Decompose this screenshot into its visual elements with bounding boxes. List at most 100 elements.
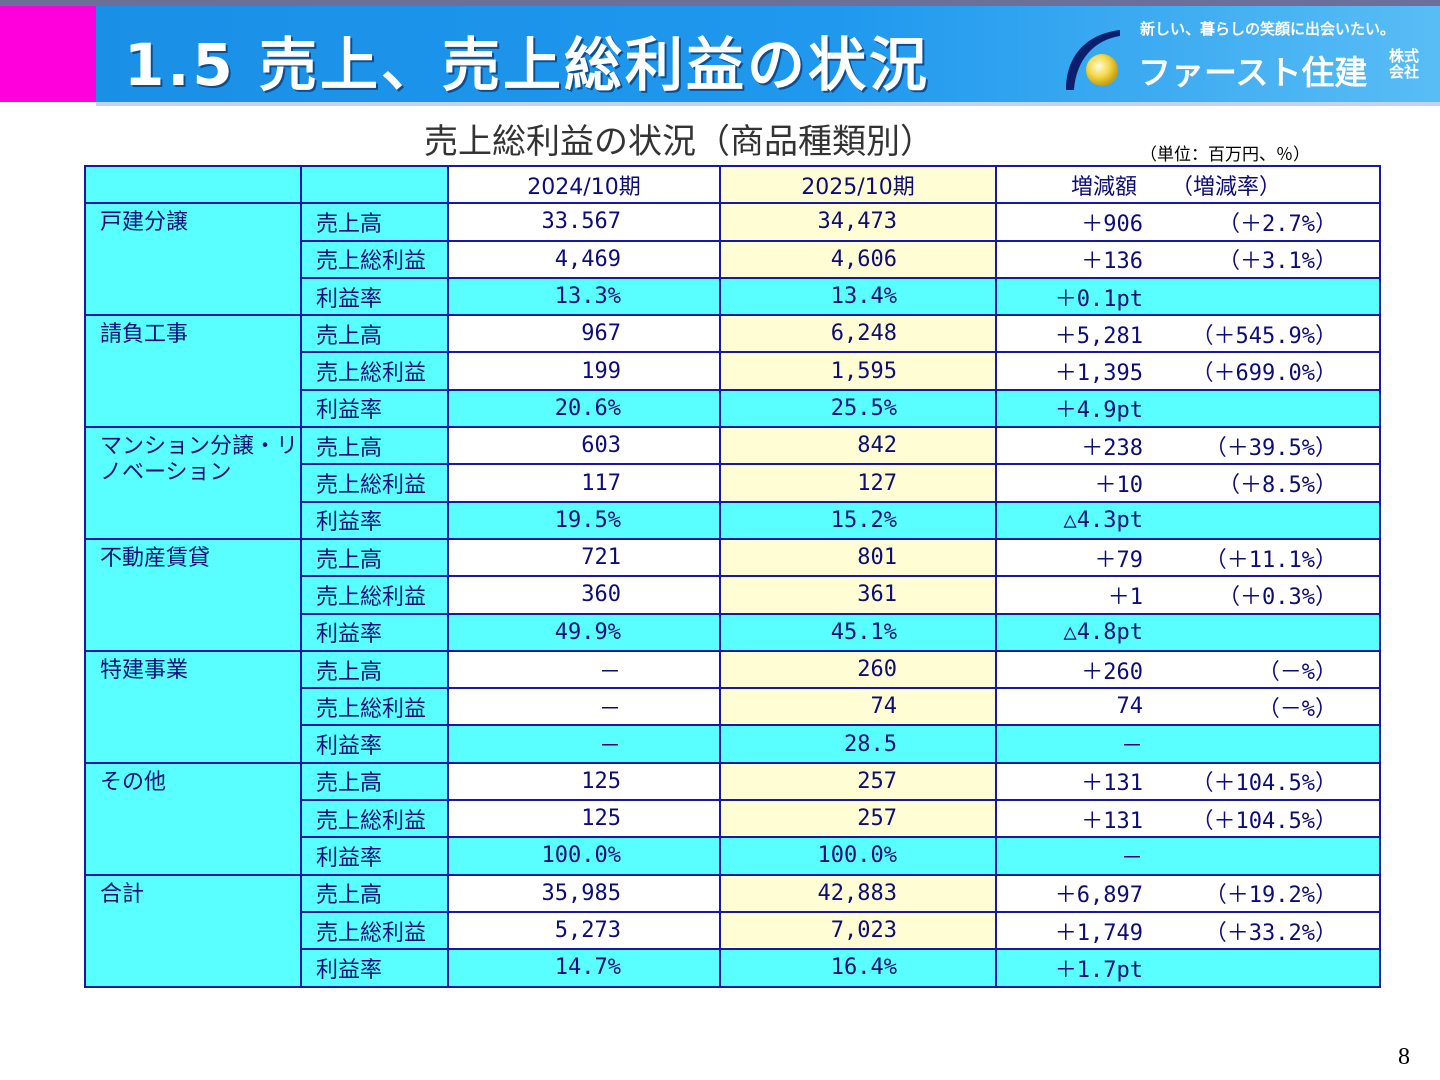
change-cell: ＋4.9pt	[995, 388, 1381, 429]
prev-period-value: －	[598, 659, 621, 685]
prev-period-value: 117	[581, 470, 621, 496]
company-logo: 新しい、暮らしの笑顔に出会いたい。 ファースト住建 株式 会社	[1062, 14, 1432, 96]
curr-period-value: 74	[870, 694, 898, 720]
curr-period-value-cell: 257	[719, 761, 997, 802]
prev-period-value-cell: 721	[447, 537, 721, 578]
curr-period-value-cell: 28.5	[719, 724, 997, 764]
change-cell: △4.3pt	[995, 500, 1381, 540]
table-row: 売上総利益 125 257 ＋131 （＋104.5%）	[85, 799, 1381, 839]
change-cell: ＋260 （－%）	[995, 649, 1381, 690]
prev-period-value-cell: －	[447, 649, 721, 690]
prev-period-value: 967	[581, 321, 621, 347]
change-cell: ＋131 （＋104.5%）	[995, 761, 1381, 802]
table-row: 売上総利益 5,273 7,023 ＋1,749 （＋33.2%）	[85, 910, 1381, 951]
change-rate: （＋19.2%）	[1204, 883, 1337, 909]
table-title: 売上総利益の状況（商品種類別）	[424, 122, 934, 162]
curr-period-value: 6,248	[830, 321, 897, 347]
change-wrap: －	[998, 728, 1378, 760]
curr-period-value-cell: 16.4%	[719, 948, 997, 988]
curr-period-value-cell: 6,248	[719, 314, 997, 354]
change-rate: （＋39.5%）	[1204, 435, 1337, 461]
curr-period-value-cell: 4,606	[719, 239, 997, 279]
curr-period-value-cell: 842	[719, 426, 997, 466]
curr-period-value: 842	[857, 433, 897, 459]
prev-period-value-cell: －	[447, 724, 721, 764]
curr-period-value: 42,883	[817, 880, 897, 906]
curr-period-value: 13.4%	[830, 284, 897, 310]
prev-period-value-cell: 117	[447, 463, 721, 503]
change-wrap: ＋1,749 （＋33.2%）	[998, 915, 1378, 947]
curr-period-value: 34,473	[817, 209, 897, 235]
prev-period-value-cell: 33.567	[447, 202, 721, 242]
table-row: 利益率 49.9% 45.1% △4.8pt	[85, 612, 1381, 652]
change-wrap: ＋5,281 （＋545.9%）	[998, 318, 1378, 350]
curr-period-value: 45.1%	[830, 619, 897, 645]
change-amount: ＋1.7pt	[1054, 957, 1143, 983]
logo-corp-line1: 株式	[1389, 47, 1420, 65]
curr-period-value-cell: 74	[719, 687, 997, 727]
curr-period-value: 257	[857, 806, 897, 832]
item-label: 利益率	[300, 388, 449, 429]
logo-corp-line2: 会社	[1389, 63, 1420, 81]
category-cell: 戸建分譲	[84, 202, 302, 317]
header-change-amount: 増減額	[1071, 174, 1138, 200]
change-amount: ＋1,395	[1054, 361, 1143, 387]
curr-period-value-cell: 45.1%	[719, 612, 997, 652]
table-row: 利益率 100.0% 100.0% －	[85, 836, 1381, 876]
prev-period-value: 100.0%	[541, 843, 621, 869]
change-amount: ＋10	[1094, 473, 1144, 499]
category-cell: 不動産賃貸	[84, 537, 302, 652]
prev-period-value: 19.5%	[554, 507, 621, 533]
table-row: 売上総利益 － 74 74 （－%）	[85, 687, 1381, 727]
change-wrap: ＋238 （＋39.5%）	[998, 430, 1378, 462]
change-cell: ＋238 （＋39.5%）	[995, 426, 1381, 466]
prev-period-value: －	[598, 696, 621, 722]
change-amount: －	[1120, 734, 1143, 760]
table-row: 売上総利益 117 127 ＋10 （＋8.5%）	[85, 463, 1381, 503]
item-label: 売上総利益	[300, 799, 449, 839]
change-wrap: ＋4.9pt	[998, 392, 1378, 424]
prev-period-value: 33.567	[541, 209, 621, 235]
item-label: 売上高	[300, 537, 449, 578]
change-amount: 74	[1116, 694, 1144, 720]
logo-name: ファースト住建	[1138, 53, 1368, 92]
prev-period-value: 5,273	[554, 918, 621, 944]
prev-period-value-cell: 14.7%	[447, 948, 721, 988]
prev-period-value: 721	[581, 545, 621, 571]
prev-period-value: 360	[581, 582, 621, 608]
change-amount: ＋136	[1081, 249, 1143, 275]
curr-period-value-cell: 361	[719, 575, 997, 615]
change-amount: ＋131	[1081, 771, 1143, 797]
category-cell: 特建事業	[84, 649, 302, 764]
change-rate: （＋11.1%）	[1204, 547, 1337, 573]
curr-period-value-cell: 42,883	[719, 873, 997, 913]
item-label: 売上総利益	[300, 463, 449, 503]
change-amount: △4.3pt	[1063, 507, 1143, 533]
curr-period-value: 15.2%	[830, 507, 897, 533]
curr-period-value-cell: 100.0%	[719, 836, 997, 876]
item-label: 売上総利益	[300, 575, 449, 615]
prev-period-value: 14.7%	[554, 955, 621, 981]
change-amount: ＋5,281	[1054, 323, 1143, 349]
prev-period-value-cell: 4,469	[447, 239, 721, 279]
change-wrap: ＋6,897 （＋19.2%）	[998, 877, 1378, 909]
change-cell: ＋0.1pt	[995, 276, 1381, 317]
prev-period-value-cell: 13.3%	[447, 276, 721, 317]
item-label: 売上高	[300, 649, 449, 690]
prev-period-value: 125	[581, 806, 621, 832]
header-change: 増減額 （増減率）	[995, 164, 1381, 205]
change-cell: ＋906 （＋2.7%）	[995, 202, 1381, 242]
change-amount: ＋0.1pt	[1054, 286, 1143, 312]
change-amount: ＋131	[1081, 808, 1143, 834]
curr-period-value: 361	[857, 582, 897, 608]
change-rate: （＋33.2%）	[1204, 920, 1337, 946]
change-cell: ＋1,749 （＋33.2%）	[995, 910, 1381, 951]
prev-period-value-cell: 125	[447, 799, 721, 839]
item-label: 利益率	[300, 276, 449, 317]
table-row: 特建事業 売上高 － 260 ＋260 （－%）	[84, 649, 1381, 764]
category-cell: その他	[84, 761, 302, 876]
item-label: 売上総利益	[300, 351, 449, 391]
change-cell: －	[995, 836, 1381, 876]
prev-period-value-cell: 35,985	[447, 873, 721, 913]
curr-period-value-cell: 801	[719, 537, 997, 578]
